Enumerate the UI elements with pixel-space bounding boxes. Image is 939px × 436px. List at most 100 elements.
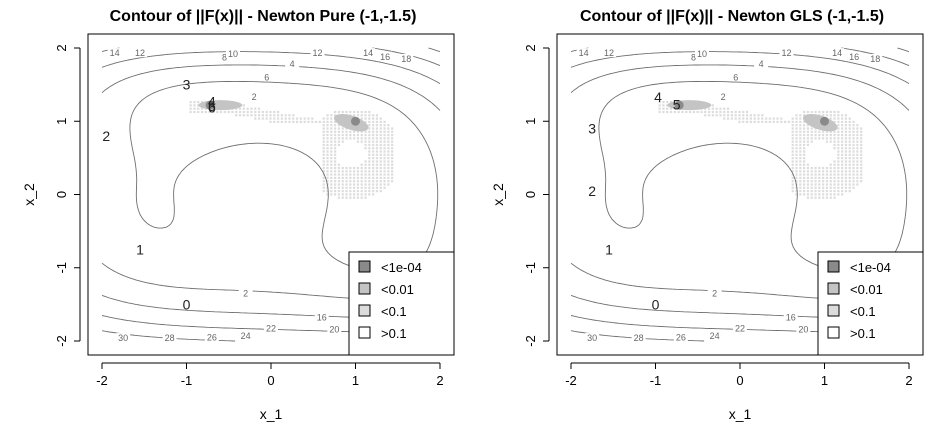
region-cell (833, 110, 836, 114)
region-cell (372, 180, 375, 183)
region-cell (848, 120, 851, 123)
region-cell (814, 183, 817, 186)
region-cell (810, 130, 813, 133)
region-cell (261, 117, 264, 120)
region-cell (852, 160, 855, 163)
region-cell (745, 114, 749, 117)
legend: <1e-04 <0.01 <0.1 >0.1 (348, 251, 455, 356)
region-cell (261, 114, 264, 117)
region-cell (829, 130, 832, 133)
region-cell (753, 114, 756, 117)
region-cell (799, 163, 802, 166)
region-cell (844, 150, 848, 153)
region-cell (852, 127, 855, 130)
region-cell (341, 180, 344, 183)
region-cell (235, 107, 238, 110)
region-cell (353, 133, 356, 137)
region-cell (829, 140, 832, 143)
contour-label-bg (728, 72, 743, 82)
region-cell (341, 196, 344, 199)
region-cell (768, 120, 771, 123)
region-cell (391, 180, 394, 183)
region-cell (345, 180, 348, 183)
region-cell (707, 110, 711, 114)
region-cell (326, 160, 329, 163)
contour-label: 4 (759, 59, 764, 69)
region-cell (829, 190, 832, 193)
region-cell (368, 120, 371, 123)
region-cell (360, 193, 363, 196)
region-cell (841, 130, 844, 133)
region-cell (360, 173, 363, 176)
region-cell (345, 183, 348, 186)
contour-label-bg (796, 324, 811, 334)
contour-lines: 22468101212141416181416202224262830 (570, 47, 910, 343)
region-cell (227, 110, 230, 114)
region-cell (360, 196, 363, 199)
solution-point (820, 116, 829, 126)
region-cell (791, 176, 794, 180)
region-cell (356, 130, 360, 133)
region-cell (803, 170, 806, 173)
contour-label-bg (585, 333, 600, 343)
region-cell (795, 193, 798, 196)
region-cell (799, 137, 802, 140)
region-cell (803, 130, 806, 133)
region-cell (723, 110, 726, 114)
region-cell (242, 104, 245, 107)
region-cell (383, 124, 386, 127)
region-mid (198, 100, 243, 111)
legend-swatch (827, 326, 840, 339)
contour-label-bg (686, 52, 701, 62)
region-cell (375, 170, 379, 173)
region-cell (334, 183, 337, 186)
region-cell (852, 186, 855, 189)
region-cell (841, 163, 844, 166)
region-cell (330, 130, 333, 133)
region-cell (372, 130, 375, 133)
region-cell (825, 110, 829, 114)
region-cell (334, 124, 337, 127)
region-cell (330, 176, 333, 180)
region-cell (326, 176, 329, 180)
region-cell (349, 176, 352, 180)
region-cell (856, 133, 859, 137)
region-cell (803, 140, 806, 143)
region-cell (844, 173, 848, 176)
region-cell (269, 110, 272, 114)
region-cell (265, 114, 268, 117)
region-cell (833, 186, 836, 189)
legend-label: <0.1 (850, 304, 876, 319)
region-cell (803, 143, 806, 147)
region-cell (360, 140, 363, 143)
region-cell (791, 180, 794, 183)
region-cell (322, 147, 325, 150)
region-cell (803, 120, 806, 123)
region-cell (288, 117, 291, 120)
legend-swatch (358, 260, 371, 273)
region-cell (372, 176, 375, 180)
region-cell (795, 190, 798, 193)
region-cell (383, 180, 386, 183)
region-cell (719, 114, 722, 117)
region-cell (337, 127, 341, 130)
region-cell (379, 176, 382, 180)
region-cell (810, 137, 813, 140)
region-cell (734, 110, 737, 114)
contour-label: 22 (735, 324, 745, 334)
region-cell (356, 190, 360, 193)
y-tick-label: -2 (523, 335, 538, 347)
region-cell (269, 120, 272, 123)
region-cell (326, 133, 329, 137)
region-cell (822, 176, 825, 180)
iterate-label: 3 (588, 121, 596, 137)
region-cell (349, 190, 352, 193)
region-cell (848, 190, 851, 193)
region-cell (368, 176, 371, 180)
region-cell (330, 117, 333, 120)
region-cell (806, 180, 810, 183)
region-cell (799, 183, 802, 186)
region-cell (856, 183, 859, 186)
region-cell (349, 166, 352, 170)
region-cell (334, 186, 337, 189)
